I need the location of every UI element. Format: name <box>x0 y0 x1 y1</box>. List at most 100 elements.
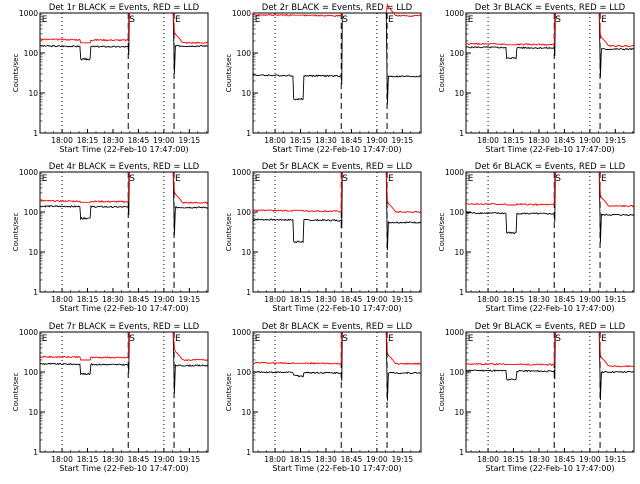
x-tick-label: 18:45 <box>341 455 363 464</box>
x-tick-label: 18:15 <box>77 455 99 464</box>
lld-series-line <box>465 171 635 208</box>
panel-title: Det 7r BLACK = Events, RED = LLD <box>49 322 200 332</box>
x-tick-label: 18:45 <box>341 136 363 145</box>
y-axis-label: Counts/sec <box>12 213 20 252</box>
x-tick-label: 19:00 <box>579 295 601 304</box>
events-series-line <box>252 331 421 401</box>
x-tick-label: 18:15 <box>503 295 525 304</box>
x-tick-label: 18:15 <box>77 295 99 304</box>
x-tick-label: 19:00 <box>366 455 388 464</box>
end-marker-label: E <box>601 15 607 25</box>
y-tick-label: 100 <box>450 49 465 58</box>
y-axis-label: Counts/sec <box>225 213 233 252</box>
panel-9: Det 9r BLACK = Events, RED = LLD 1 10 100 10… <box>438 322 635 473</box>
panel-title: Det 2r BLACK = Events, RED = LLD <box>262 3 413 13</box>
panel-6: Det 6r BLACK = Events, RED = LLD 1 10 100 10… <box>438 162 635 313</box>
end-marker-label: E <box>601 334 607 344</box>
x-tick-label: 19:00 <box>579 455 601 464</box>
x-tick-label: 18:00 <box>51 295 73 304</box>
lld-series-line <box>252 331 421 366</box>
x-tick-label: 18:30 <box>102 455 124 464</box>
plot-frame <box>39 171 209 293</box>
x-tick-label: 19:15 <box>605 136 627 145</box>
x-tick-label: 18:45 <box>128 295 150 304</box>
y-tick-label: 100 <box>237 49 252 58</box>
panel-title: Det 3r BLACK = Events, RED = LLD <box>475 3 626 13</box>
panel-3: Det 3r BLACK = Events, RED = LLD 1 10 100 10… <box>438 3 635 154</box>
y-tick-label: 10 <box>241 248 251 257</box>
start-marker-label: S <box>555 334 561 344</box>
y-tick-label: 10 <box>28 248 38 257</box>
x-tick-label: 18:00 <box>477 295 499 304</box>
plot-frame <box>252 171 422 293</box>
y-tick-label: 10 <box>28 408 38 417</box>
end-marker-label: E <box>388 15 394 25</box>
x-tick-label: 19:15 <box>605 455 627 464</box>
y-tick-label: 10 <box>241 408 251 417</box>
start-marker-label: S <box>342 334 348 344</box>
plot-frame <box>465 12 635 134</box>
x-tick-label: 18:15 <box>290 295 312 304</box>
left-marker-label: E <box>42 15 48 25</box>
plot-frame <box>465 331 635 453</box>
x-axis-label: Start Time (22-Feb-10 17:47:00) <box>272 145 401 154</box>
panel-8: Det 8r BLACK = Events, RED = LLD 1 10 100 10… <box>225 322 422 473</box>
x-tick-label: 18:45 <box>128 136 150 145</box>
events-series-line <box>39 171 208 236</box>
x-tick-label: 19:15 <box>392 455 414 464</box>
y-tick-label: 1000 <box>445 328 464 337</box>
end-marker-label: E <box>175 15 181 25</box>
x-tick-label: 19:15 <box>392 136 414 145</box>
x-tick-label: 19:00 <box>153 136 175 145</box>
x-tick-label: 18:00 <box>264 455 286 464</box>
y-tick-label: 1 <box>33 288 38 297</box>
y-tick-label: 100 <box>450 368 465 377</box>
y-axis-label: Counts/sec <box>225 54 233 93</box>
y-tick-label: 10 <box>241 89 251 98</box>
start-marker-label: S <box>129 334 135 344</box>
left-marker-label: E <box>255 15 261 25</box>
x-tick-label: 19:15 <box>179 136 201 145</box>
start-marker-label: S <box>342 174 348 184</box>
x-tick-label: 19:15 <box>605 295 627 304</box>
y-tick-label: 1000 <box>232 328 251 337</box>
events-series-line <box>465 12 634 78</box>
end-marker-label: E <box>601 174 607 184</box>
left-marker-label: E <box>255 174 261 184</box>
start-marker-label: S <box>342 15 348 25</box>
panel-7: Det 7r BLACK = Events, RED = LLD 1 10 100 10… <box>12 322 209 473</box>
y-tick-label: 1 <box>459 448 464 457</box>
panel-title: Det 9r BLACK = Events, RED = LLD <box>475 322 626 332</box>
y-tick-label: 10 <box>454 89 464 98</box>
start-marker-label: S <box>129 15 135 25</box>
x-tick-label: 18:00 <box>477 455 499 464</box>
x-tick-label: 18:00 <box>477 136 499 145</box>
y-tick-label: 100 <box>24 208 39 217</box>
left-marker-label: E <box>42 174 48 184</box>
x-tick-label: 18:45 <box>128 455 150 464</box>
lld-series-line <box>39 12 208 45</box>
x-axis-label: Start Time (22-Feb-10 17:47:00) <box>272 304 401 313</box>
x-tick-label: 18:30 <box>315 136 337 145</box>
x-axis-label: Start Time (22-Feb-10 17:47:00) <box>485 464 614 473</box>
x-axis-label: Start Time (22-Feb-10 17:47:00) <box>59 145 188 154</box>
y-tick-label: 100 <box>237 208 252 217</box>
panel-title: Det 5r BLACK = Events, RED = LLD <box>262 162 413 172</box>
end-marker-label: E <box>175 174 181 184</box>
y-tick-label: 1 <box>246 448 251 457</box>
events-series-line <box>465 171 634 243</box>
start-marker-label: S <box>129 174 135 184</box>
y-axis-label: Counts/sec <box>12 373 20 412</box>
plot-frame <box>465 171 635 293</box>
x-tick-label: 19:00 <box>153 455 175 464</box>
y-tick-label: 1000 <box>19 168 38 177</box>
panel-1: Det 1r BLACK = Events, RED = LLD 1 10 100 10… <box>12 3 209 154</box>
left-marker-label: E <box>468 15 474 25</box>
lld-series-line <box>39 171 209 205</box>
end-marker-label: E <box>175 334 181 344</box>
x-tick-label: 19:00 <box>153 295 175 304</box>
panel-title: Det 6r BLACK = Events, RED = LLD <box>475 162 626 172</box>
plot-frame <box>39 12 209 134</box>
x-tick-label: 18:15 <box>290 455 312 464</box>
